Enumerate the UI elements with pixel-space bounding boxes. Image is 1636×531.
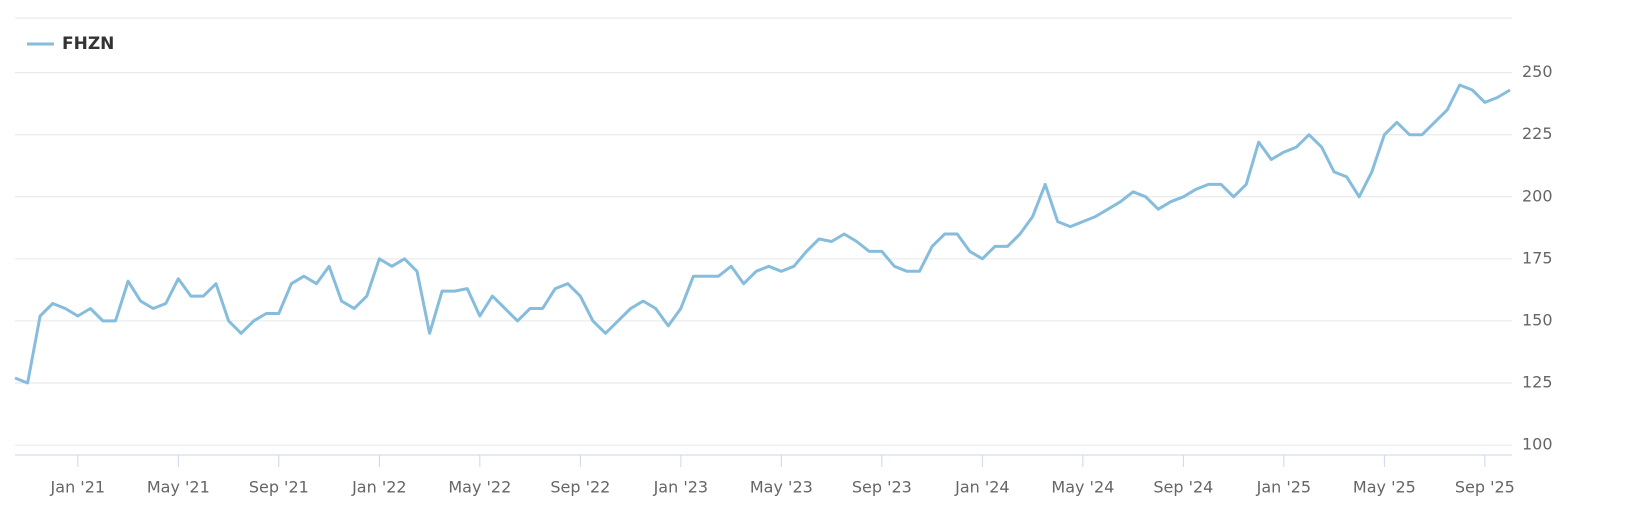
x-tick-label: Jan '23	[653, 478, 709, 497]
legend-label: FHZN	[62, 34, 114, 54]
x-tick-label: Jan '24	[954, 478, 1010, 497]
x-tick-label: May '22	[448, 478, 511, 497]
x-tick-label: Sep '24	[1153, 478, 1213, 497]
y-tick-label: 100	[1522, 435, 1553, 454]
y-tick-label: 225	[1522, 124, 1553, 143]
x-tick-label: May '25	[1353, 478, 1416, 497]
y-tick-label: 150	[1522, 310, 1553, 329]
y-tick-label: 200	[1522, 186, 1553, 205]
x-tick-label: May '24	[1051, 478, 1114, 497]
x-tick-label: Jan '21	[50, 478, 106, 497]
x-tick-label: Jan '25	[1256, 478, 1312, 497]
x-tick-label: Sep '21	[249, 478, 309, 497]
x-tick-label: Sep '23	[852, 478, 912, 497]
x-tick-label: May '23	[750, 478, 813, 497]
y-tick-label: 175	[1522, 248, 1553, 267]
y-tick-label: 125	[1522, 372, 1553, 391]
x-tick-label: Sep '22	[550, 478, 610, 497]
price-line	[14, 83, 1511, 385]
x-tick-label: Jan '22	[351, 478, 407, 497]
y-tick-label: 250	[1522, 62, 1553, 81]
x-tick-label: May '21	[147, 478, 210, 497]
x-tick-label: Sep '25	[1455, 478, 1515, 497]
